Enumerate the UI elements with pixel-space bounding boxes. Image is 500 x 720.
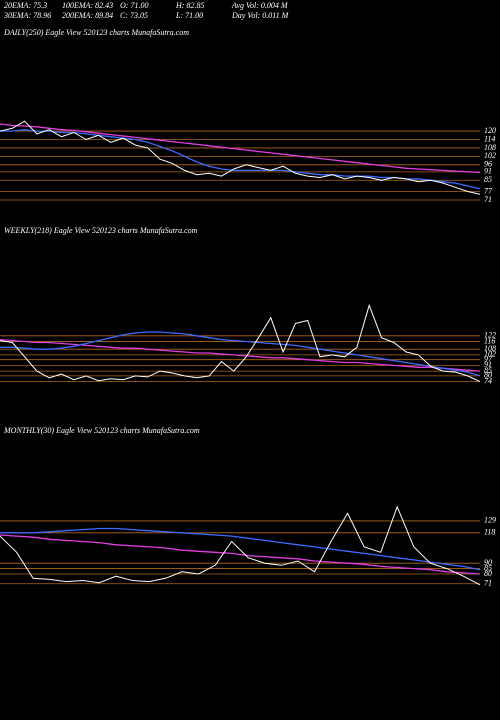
y-tick-label: 108 <box>484 344 496 353</box>
y-tick-label: 129 <box>484 516 496 525</box>
price-line <box>0 527 481 571</box>
y-tick-label: 120 <box>484 126 496 135</box>
price-line <box>0 120 481 195</box>
header-stat: C: 73.05 <box>120 11 148 20</box>
price-line <box>0 129 481 190</box>
header-stat: H: 82.85 <box>175 1 204 10</box>
price-line <box>0 303 481 383</box>
y-tick-label: 118 <box>484 528 495 537</box>
price-line <box>0 534 481 575</box>
y-tick-label: 108 <box>484 143 496 152</box>
y-tick-label: 85 <box>484 366 492 375</box>
price-line <box>0 505 481 586</box>
y-tick-label: 71 <box>484 579 492 588</box>
header-stat: Avg Vol: 0.004 M <box>231 1 289 10</box>
panel-title: MONTHLY(30) Eagle View 520123 charts Mun… <box>3 426 200 435</box>
y-tick-label: 102 <box>484 350 496 359</box>
y-tick-label: 91 <box>484 167 492 176</box>
y-tick-label: 80 <box>484 371 492 380</box>
header-stat: 30EMA: 78.96 <box>3 11 51 20</box>
price-line <box>0 338 481 372</box>
panel-title: WEEKLY(218) Eagle View 520123 charts Mun… <box>4 226 198 235</box>
panel-title: DAILY(250) Eagle View 520123 charts Muna… <box>3 28 189 37</box>
price-line <box>0 331 481 377</box>
y-tick-label: 96 <box>484 160 492 169</box>
y-tick-label: 71 <box>484 195 492 204</box>
y-tick-label: 77 <box>484 186 493 195</box>
header-stat: 20EMA: 75.3 <box>4 1 47 10</box>
header-stat: 200EMA: 89.84 <box>62 11 113 20</box>
header-stat: Day Vol: 0.011 M <box>231 11 290 20</box>
y-tick-label: 91 <box>484 360 492 369</box>
header-stat: O: 71.00 <box>120 1 148 10</box>
y-tick-label: 85 <box>484 563 492 572</box>
price-line <box>0 123 481 174</box>
y-tick-label: 116 <box>484 336 495 345</box>
header-stat: 100EMA: 82.43 <box>62 1 113 10</box>
y-tick-label: 102 <box>484 151 496 160</box>
header-stat: L: 71.00 <box>175 11 203 20</box>
y-tick-label: 97 <box>484 355 493 364</box>
y-tick-label: 74 <box>484 376 492 385</box>
y-tick-label: 80 <box>484 569 492 578</box>
y-tick-label: 122 <box>484 331 496 340</box>
y-tick-label: 114 <box>484 134 495 143</box>
y-tick-label: 85 <box>484 175 492 184</box>
y-tick-label: 90 <box>484 558 492 567</box>
